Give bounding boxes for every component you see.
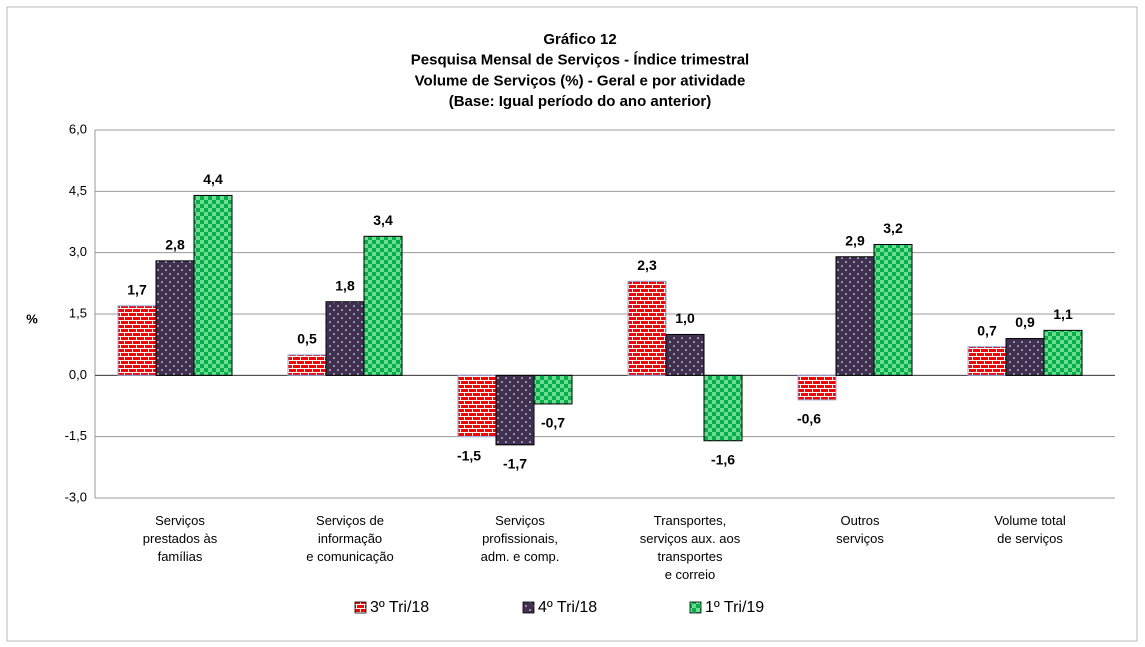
value-label: 4,4 xyxy=(203,171,223,187)
y-tick-label: 0,0 xyxy=(69,367,87,382)
value-label: -0,6 xyxy=(797,411,821,427)
x-tick-label: Serviços de informação e comunicação xyxy=(306,513,393,564)
bar xyxy=(495,374,535,446)
chart-title: (Base: Igual período do ano anterior) xyxy=(449,93,712,110)
bar xyxy=(1005,338,1045,376)
x-tick-label: Transportes, serviços aux. aos transportes… xyxy=(640,513,741,582)
bar xyxy=(117,305,157,376)
x-tick-label: Serviços profissionais, adm. e comp. xyxy=(481,513,560,564)
bar xyxy=(193,194,233,376)
value-label: -1,6 xyxy=(711,451,735,467)
legend-swatch xyxy=(354,601,367,614)
bar xyxy=(835,256,875,376)
y-tick-label: 6,0 xyxy=(69,121,87,136)
legend-swatch xyxy=(689,601,702,614)
value-label: 3,4 xyxy=(373,212,393,228)
bar xyxy=(363,235,403,376)
value-label: 2,9 xyxy=(845,232,865,248)
value-label: 1,0 xyxy=(675,310,695,326)
bar xyxy=(873,243,913,376)
x-tick-label: Volume total de serviços xyxy=(994,513,1066,546)
value-label: 1,7 xyxy=(127,282,147,298)
x-tick-label: Serviços prestados às famílias xyxy=(143,513,218,564)
x-tick-label: Outros serviços xyxy=(836,513,884,546)
value-label: 3,2 xyxy=(883,220,903,236)
legend-label: 4º Tri/18 xyxy=(538,599,597,616)
legend-label: 3º Tri/18 xyxy=(370,599,429,616)
value-label: 2,8 xyxy=(165,237,185,253)
y-tick-label: -3,0 xyxy=(65,489,87,504)
bar xyxy=(627,280,667,376)
bar xyxy=(665,333,705,376)
value-label: -1,5 xyxy=(457,447,481,463)
legend-swatch xyxy=(522,601,535,614)
value-label: 1,1 xyxy=(1053,306,1073,322)
y-tick-label: 4,5 xyxy=(69,183,87,198)
value-label: 1,8 xyxy=(335,277,355,293)
y-axis-label: % xyxy=(26,311,38,326)
bar xyxy=(703,374,743,442)
y-tick-label: 3,0 xyxy=(69,244,87,259)
value-label: 2,3 xyxy=(637,257,657,273)
bar xyxy=(325,301,365,376)
bar xyxy=(287,354,327,376)
y-tick-label: -1,5 xyxy=(65,428,87,443)
bar xyxy=(967,346,1007,376)
value-label: 0,7 xyxy=(977,322,997,338)
bar xyxy=(1043,329,1083,376)
value-label: -0,7 xyxy=(541,415,565,431)
chart-title: Volume de Serviços (%) - Geral e por ati… xyxy=(415,72,746,89)
value-label: -1,7 xyxy=(503,456,527,472)
y-tick-label: 1,5 xyxy=(69,305,87,320)
chart-title: Gráfico 12 xyxy=(543,31,616,48)
bar xyxy=(155,260,195,376)
bar xyxy=(797,374,837,401)
bar xyxy=(457,374,497,438)
value-label: 0,5 xyxy=(297,331,317,347)
value-label: 0,9 xyxy=(1015,314,1035,330)
chart-title: Pesquisa Mensal de Serviços - Índice tri… xyxy=(411,52,749,69)
bar xyxy=(533,374,573,405)
legend-label: 1º Tri/19 xyxy=(705,599,764,616)
